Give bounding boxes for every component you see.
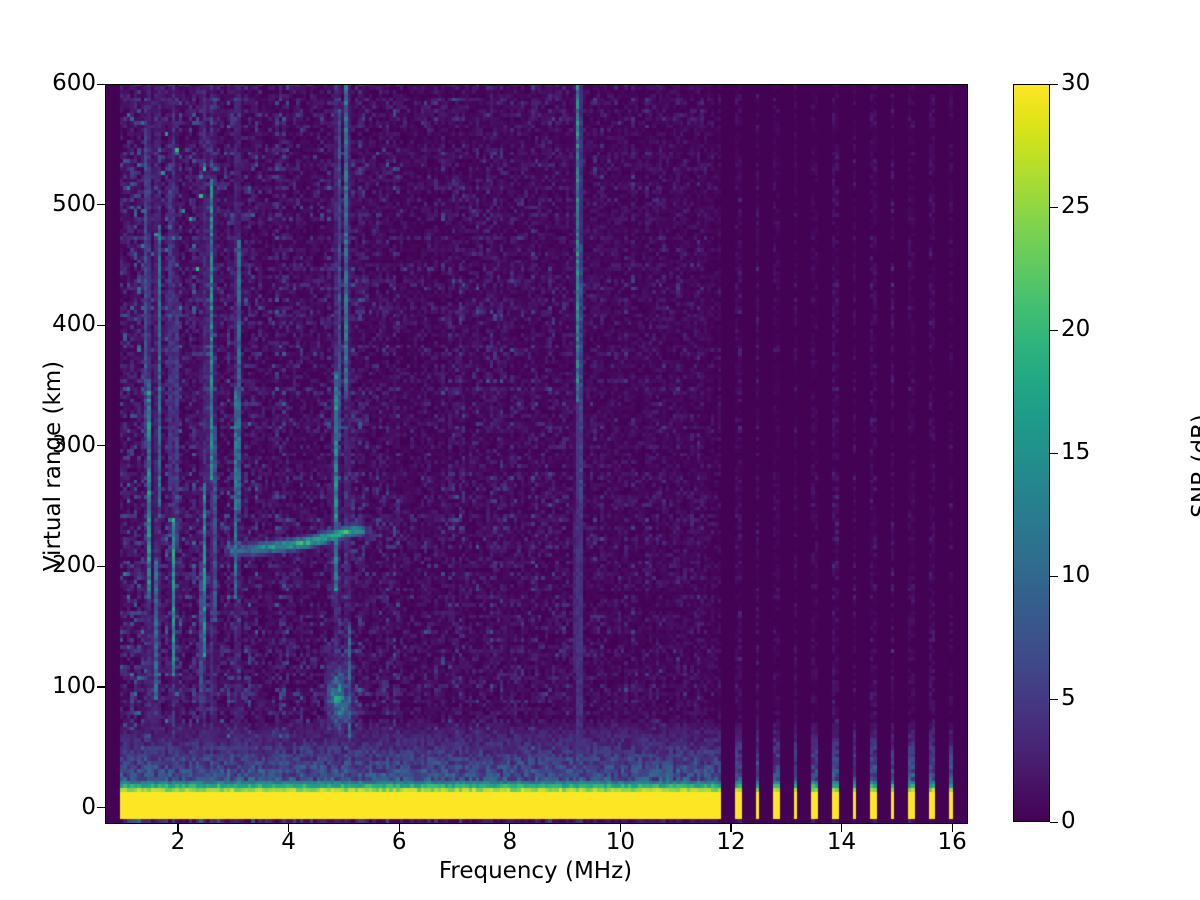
x-tick-mark xyxy=(509,823,511,832)
colorbar-tick-label: 10 xyxy=(1061,562,1091,588)
y-tick-mark xyxy=(96,445,105,447)
y-tick-label: 600 xyxy=(52,70,96,96)
colorbar-tick-label: 30 xyxy=(1061,70,1091,96)
x-tick-label: 2 xyxy=(170,829,186,855)
x-tick-mark xyxy=(177,823,179,832)
x-tick-mark xyxy=(619,823,621,832)
colorbar xyxy=(1013,84,1050,822)
y-tick-mark xyxy=(96,686,105,688)
y-tick-mark xyxy=(96,565,105,567)
colorbar-gradient xyxy=(1013,84,1050,822)
x-tick-label: 6 xyxy=(391,829,407,855)
colorbar-tick-mark xyxy=(1050,821,1058,823)
colorbar-tick-label: 15 xyxy=(1061,439,1091,465)
x-tick-label: 4 xyxy=(281,829,296,855)
y-tick-label: 300 xyxy=(52,431,96,458)
y-tick-label: 0 xyxy=(81,793,96,820)
colorbar-tick-mark xyxy=(1050,83,1058,85)
colorbar-tick-mark xyxy=(1050,206,1058,208)
x-axis-label: Frequency (MHz) xyxy=(438,858,633,884)
x-tick-mark xyxy=(841,823,843,832)
x-tick-mark xyxy=(398,823,400,832)
x-tick-label: 8 xyxy=(502,829,518,855)
colorbar-tick-mark xyxy=(1050,575,1058,577)
x-tick-label: 12 xyxy=(716,829,746,855)
x-tick-mark xyxy=(288,823,290,832)
x-tick-mark xyxy=(951,823,953,832)
colorbar-tick-mark xyxy=(1050,329,1058,331)
y-tick-label: 500 xyxy=(52,190,96,217)
ionogram-heatmap[interactable] xyxy=(106,85,967,823)
y-tick-label: 100 xyxy=(52,672,96,699)
x-tick-label: 16 xyxy=(937,829,967,855)
colorbar-tick-label: 5 xyxy=(1061,685,1076,711)
y-tick-label: 400 xyxy=(52,311,96,338)
colorbar-tick-label: 20 xyxy=(1061,316,1091,342)
colorbar-tick-mark xyxy=(1050,698,1058,700)
y-tick-mark xyxy=(96,83,105,85)
x-tick-label: 14 xyxy=(826,829,857,855)
ionogram-axes[interactable] xyxy=(105,84,968,824)
colorbar-tick-mark xyxy=(1050,452,1058,454)
y-axis-label: Virtual range (km) xyxy=(40,360,66,572)
y-tick-mark xyxy=(96,204,105,206)
y-tick-mark xyxy=(96,807,105,809)
colorbar-label: SNR (dB) xyxy=(1188,414,1200,518)
y-tick-label: 200 xyxy=(52,552,96,579)
y-tick-mark xyxy=(96,324,105,326)
x-tick-mark xyxy=(730,823,732,832)
colorbar-tick-label: 0 xyxy=(1061,808,1076,834)
x-tick-label: 10 xyxy=(605,829,636,855)
colorbar-tick-label: 25 xyxy=(1061,193,1091,219)
